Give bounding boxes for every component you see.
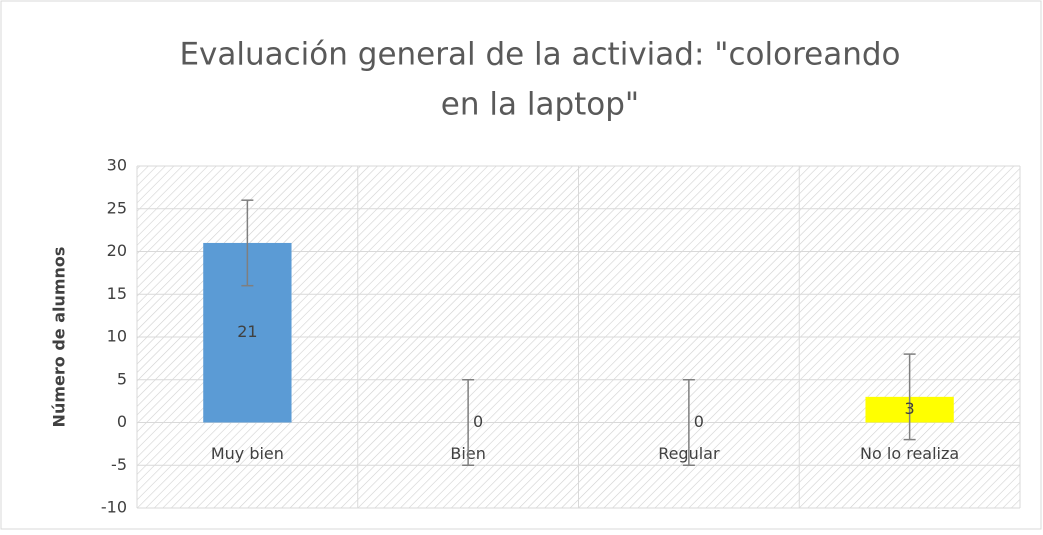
data-label: 21 (237, 322, 257, 341)
data-label: 3 (905, 399, 915, 418)
x-tick-label: No lo realiza (860, 444, 959, 463)
y-axis-label: Número de alumnos (50, 247, 69, 428)
y-tick-label: -10 (101, 498, 127, 517)
y-tick-label: 5 (117, 369, 127, 388)
chart-title: en la laptop" (441, 87, 639, 123)
y-tick-label: 10 (107, 327, 127, 346)
y-tick-label: 0 (117, 412, 127, 431)
y-tick-label: 15 (107, 284, 127, 303)
chart-title: Evaluación general de la activiad: "colo… (179, 37, 900, 73)
y-tick-label: 25 (107, 198, 127, 217)
y-tick-label: 20 (107, 241, 127, 260)
data-label: 0 (694, 412, 704, 431)
data-label: 0 (473, 412, 483, 431)
y-tick-label: -5 (111, 455, 127, 474)
x-tick-label: Muy bien (211, 444, 284, 463)
y-tick-label: 30 (107, 156, 127, 175)
